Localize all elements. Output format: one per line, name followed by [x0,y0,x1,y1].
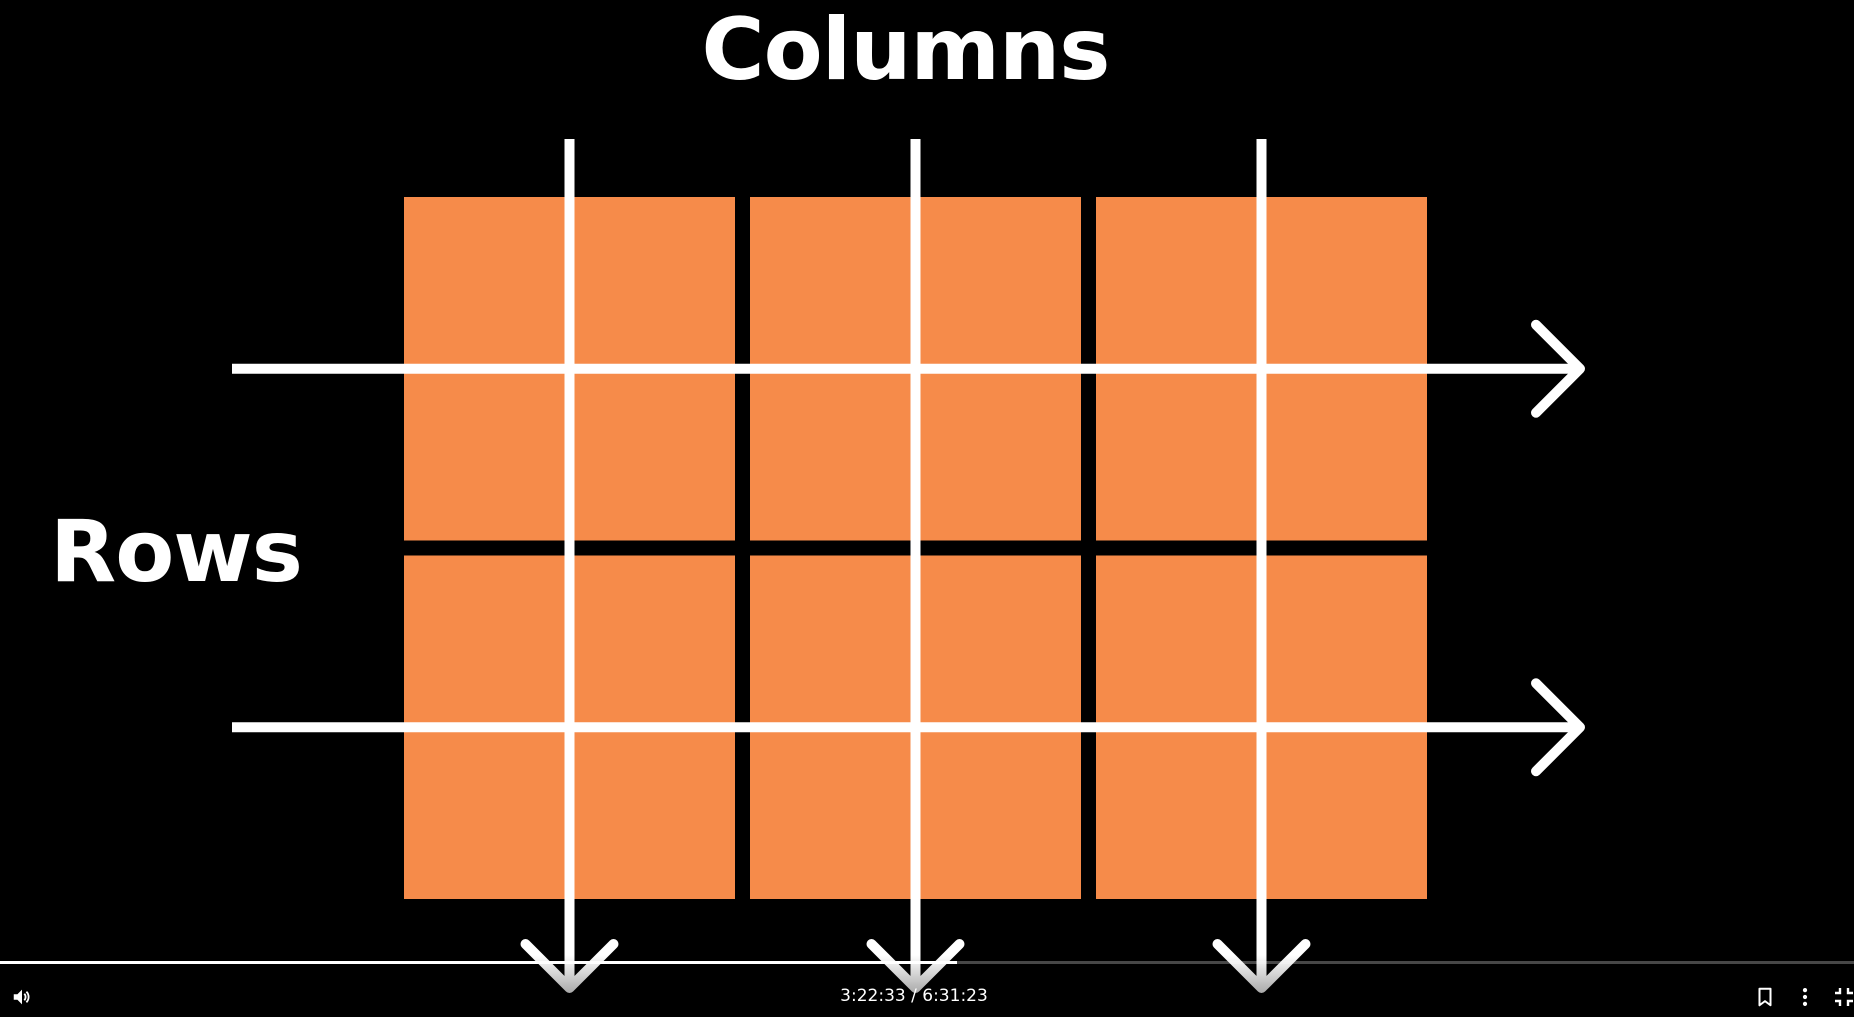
progress-bar[interactable] [0,961,1854,964]
bookmark-icon [1758,987,1772,1007]
time-separator: / [911,986,917,1006]
more-vertical-icon [1802,988,1808,1006]
player-controls: 3:22:33 / 6:31:23 [0,955,1854,1017]
duration: 6:31:23 [922,986,988,1006]
columns-heading: Columns [701,0,1111,100]
bookmark-button[interactable] [1747,979,1783,1015]
rows-heading: Rows [50,502,303,602]
exit-fullscreen-icon [1835,988,1853,1006]
more-button[interactable] [1787,979,1823,1015]
volume-button[interactable] [4,979,40,1015]
time-display: 3:22:33 / 6:31:23 [0,983,1828,1009]
row-arrow [232,678,1585,777]
current-time: 3:22:33 [840,986,906,1006]
progress-bar-fill [0,961,957,964]
volume-icon [13,989,30,1005]
row-arrow [232,319,1585,418]
exit-fullscreen-button[interactable] [1826,979,1854,1015]
